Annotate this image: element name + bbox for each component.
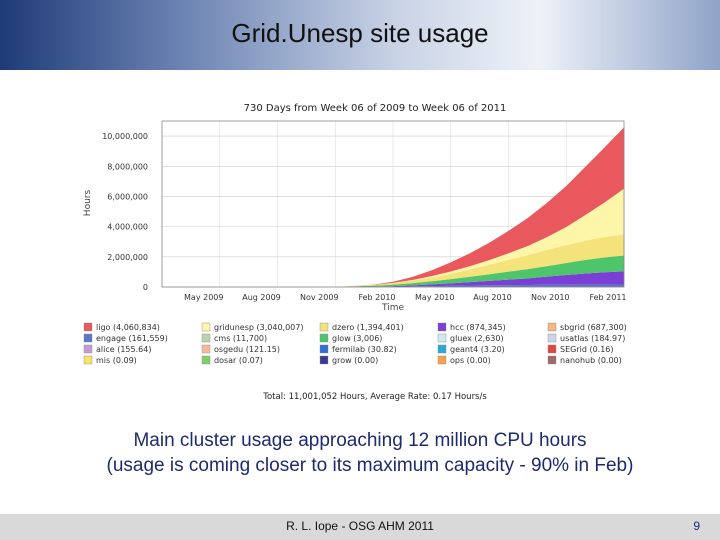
x-tick-label: May 2010 xyxy=(415,293,454,302)
legend-swatch xyxy=(201,355,211,365)
area-engage xyxy=(162,284,624,287)
usage-chart: 730 Days from Week 06 of 2009 to Week 06… xyxy=(83,103,627,402)
legend-label: mis (0.09) xyxy=(96,356,137,365)
legend-label: SEGrid (0.16) xyxy=(560,345,614,354)
y-tick-label: 6,000,000 xyxy=(107,192,148,201)
legend-swatch xyxy=(437,333,447,343)
legend-swatch xyxy=(437,355,447,365)
area-glow xyxy=(162,255,624,287)
legend-swatch xyxy=(83,333,93,343)
chart-title: 730 Days from Week 06 of 2009 to Week 06… xyxy=(244,103,507,114)
legend-swatch xyxy=(83,355,93,365)
x-tick-label: Feb 2010 xyxy=(358,293,395,302)
legend-label: fermilab (30.82) xyxy=(332,345,397,354)
legend-label: geant4 (3.20) xyxy=(450,345,505,354)
legend-label: cms (11,700) xyxy=(214,334,267,343)
legend-swatch xyxy=(547,344,557,354)
chart-annotation: Total: 11,001,052 Hours, Average Rate: 0… xyxy=(262,392,487,402)
legend-swatch xyxy=(201,322,211,332)
slide-footer: R. L. Iope - OSG AHM 2011 9 xyxy=(0,514,720,540)
y-tick-label: 8,000,000 xyxy=(107,162,148,171)
x-tick-label: Aug 2010 xyxy=(473,293,512,302)
legend-swatch xyxy=(547,355,557,365)
legend-label: ligo (4,060,834) xyxy=(96,323,160,332)
legend-swatch xyxy=(319,355,329,365)
legend-label: sbgrid (687,300) xyxy=(560,323,627,332)
legend-swatch xyxy=(319,322,329,332)
x-tick-label: Feb 2011 xyxy=(589,293,626,302)
legend-label: engage (161,559) xyxy=(96,334,168,343)
legend-swatch xyxy=(319,333,329,343)
x-tick-label: May 2009 xyxy=(184,293,223,302)
legend-label: grow (0.00) xyxy=(332,356,378,365)
chart-legend: ligo (4,060,834) engage (161,559) alice (1… xyxy=(83,322,627,365)
legend-label: usatlas (184.97) xyxy=(560,334,625,343)
footer-author: R. L. Iope - OSG AHM 2011 xyxy=(286,519,434,533)
legend-label: dosar (0.07) xyxy=(214,356,263,365)
y-axis-label: Hours xyxy=(83,190,93,217)
legend-swatch xyxy=(547,333,557,343)
legend-label: gluex (2,630) xyxy=(450,334,504,343)
x-tick-label: Nov 2010 xyxy=(531,293,570,302)
y-tick-label: 2,000,000 xyxy=(107,253,148,262)
legend-swatch xyxy=(201,344,211,354)
legend-label: alice (155.64) xyxy=(96,345,151,354)
area-hcc xyxy=(162,271,624,287)
legend-swatch xyxy=(201,333,211,343)
legend-label: hcc (874,345) xyxy=(450,323,506,332)
slide-title: Grid.Unesp site usage xyxy=(231,18,489,48)
legend-label: dzero (1,394,401) xyxy=(332,323,404,332)
y-tick-label: 0 xyxy=(143,283,148,292)
area-ligo xyxy=(162,127,624,287)
x-tick-label: Aug 2009 xyxy=(242,293,281,302)
legend-swatch xyxy=(319,344,329,354)
legend-label: gridunesp (3,040,007) xyxy=(214,323,303,332)
legend-label: osgedu (121.15) xyxy=(214,345,280,354)
legend-label: nanohub (0.00) xyxy=(560,356,622,365)
caption-line-1: Main cluster usage approaching 12 millio… xyxy=(133,430,587,451)
slide-caption: Main cluster usage approaching 12 millio… xyxy=(40,428,700,478)
legend-swatch xyxy=(83,344,93,354)
legend-swatch xyxy=(83,322,93,332)
x-axis-label: Time xyxy=(381,303,404,313)
y-axis-ticks: 0 2,000,000 4,000,000 6,000,000 8,000,000 10,… xyxy=(102,132,148,292)
x-axis-ticks: May 2009 Aug 2009 Nov 2009 Feb 2010 May 2010… xyxy=(184,293,627,302)
slide-header: Grid.Unesp site usage xyxy=(0,0,720,70)
legend-label: glow (3,006) xyxy=(332,334,382,343)
caption-line-2: (usage is coming closer to its maximum c… xyxy=(106,455,634,476)
x-tick-label: Nov 2009 xyxy=(300,293,339,302)
legend-swatch xyxy=(547,322,557,332)
legend-swatch xyxy=(437,344,447,354)
y-tick-label: 4,000,000 xyxy=(107,223,148,232)
chart-areas xyxy=(162,127,624,287)
y-tick-label: 10,000,000 xyxy=(102,132,148,141)
legend-swatch xyxy=(437,322,447,332)
plot-frame xyxy=(161,120,625,288)
area-dzero xyxy=(162,234,624,287)
page-number: 9 xyxy=(693,519,700,533)
legend-label: ops (0.00) xyxy=(450,356,491,365)
